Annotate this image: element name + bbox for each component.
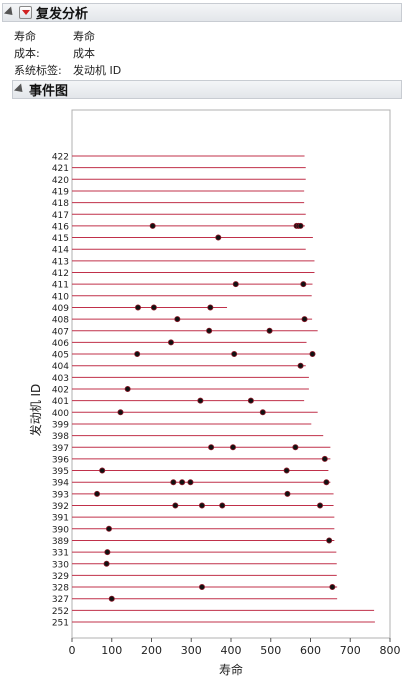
y-tick-label: 419 [52,187,69,197]
event-point [233,282,238,287]
event-point [118,410,123,415]
y-tick-label: 329 [52,572,69,582]
event-point [322,456,327,461]
y-tick-label: 408 [52,316,69,326]
x-tick-label: 800 [380,644,401,657]
y-tick-label: 393 [52,490,69,500]
y-tick-label: 413 [52,257,69,267]
event-point [207,328,212,333]
y-tick-label: 401 [52,397,69,407]
y-tick-label: 416 [52,222,69,232]
event-point [100,468,105,473]
y-tick-label: 400 [52,409,69,419]
event-point [135,305,140,310]
x-tick-label: 100 [101,644,122,657]
event-point [168,340,173,345]
event-point [310,351,315,356]
x-tick-label: 300 [181,644,202,657]
event-point [188,480,193,485]
event-point [125,386,130,391]
y-tick-label: 405 [52,351,69,361]
x-tick-label: 400 [221,644,242,657]
y-tick-label: 421 [52,164,69,174]
event-point [180,480,185,485]
event-point [301,282,306,287]
y-tick-label: 394 [52,479,69,489]
event-point [327,538,332,543]
y-tick-label: 391 [52,514,69,524]
y-tick-label: 407 [52,327,69,337]
y-tick-label: 251 [52,619,69,629]
event-point [232,351,237,356]
y-tick-label: 330 [52,560,69,570]
y-tick-label: 397 [52,444,69,454]
x-tick-label: 500 [260,644,281,657]
event-point [198,398,203,403]
event-point [284,468,289,473]
event-point [175,317,180,322]
y-tick-label: 395 [52,467,69,477]
y-tick-label: 396 [52,455,69,465]
x-axis-label: 寿命 [219,662,243,677]
y-tick-label: 331 [52,549,69,559]
y-tick-label: 399 [52,420,69,430]
event-point [248,398,253,403]
event-point [173,503,178,508]
event-point [330,584,335,589]
event-point [106,526,111,531]
y-tick-label: 328 [52,584,69,594]
y-tick-label: 403 [52,374,69,384]
event-point [135,351,140,356]
y-tick-label: 411 [52,281,69,291]
plot-frame [72,110,390,638]
event-point [109,596,114,601]
x-tick-label: 600 [300,644,321,657]
y-tick-label: 418 [52,199,69,209]
event-point [293,445,298,450]
event-point [208,305,213,310]
event-point [150,223,155,228]
y-tick-label: 389 [52,537,69,547]
event-point [199,584,204,589]
y-tick-label: 422 [52,153,69,163]
event-point [302,317,307,322]
event-point [230,445,235,450]
event-point [216,235,221,240]
y-tick-label: 252 [52,607,69,617]
event-point [104,561,109,566]
event-point [285,491,290,496]
y-tick-label: 390 [52,525,69,535]
y-tick-label: 392 [52,502,69,512]
y-tick-label: 409 [52,304,69,314]
y-tick-label: 410 [52,292,69,302]
event-point [324,480,329,485]
event-point [298,363,303,368]
event-point [171,480,176,485]
event-point [220,503,225,508]
event-point [105,550,110,555]
event-point [94,491,99,496]
y-tick-label: 327 [52,595,69,605]
x-tick-label: 0 [69,644,76,657]
event-point [209,445,214,450]
y-tick-label: 420 [52,176,69,186]
event-point [260,410,265,415]
y-axis-label: 发动机 ID [28,384,43,437]
x-tick-label: 700 [340,644,361,657]
event-point [298,223,303,228]
y-tick-label: 402 [52,386,69,396]
y-tick-label: 412 [52,269,69,279]
y-tick-label: 415 [52,234,69,244]
event-point [199,503,204,508]
y-tick-label: 398 [52,432,69,442]
event-point [317,503,322,508]
event-point [151,305,156,310]
y-tick-label: 404 [52,362,69,372]
event-point [267,328,272,333]
x-tick-label: 200 [141,644,162,657]
y-tick-label: 417 [52,211,69,221]
y-tick-label: 406 [52,339,69,349]
y-tick-label: 414 [52,246,69,256]
